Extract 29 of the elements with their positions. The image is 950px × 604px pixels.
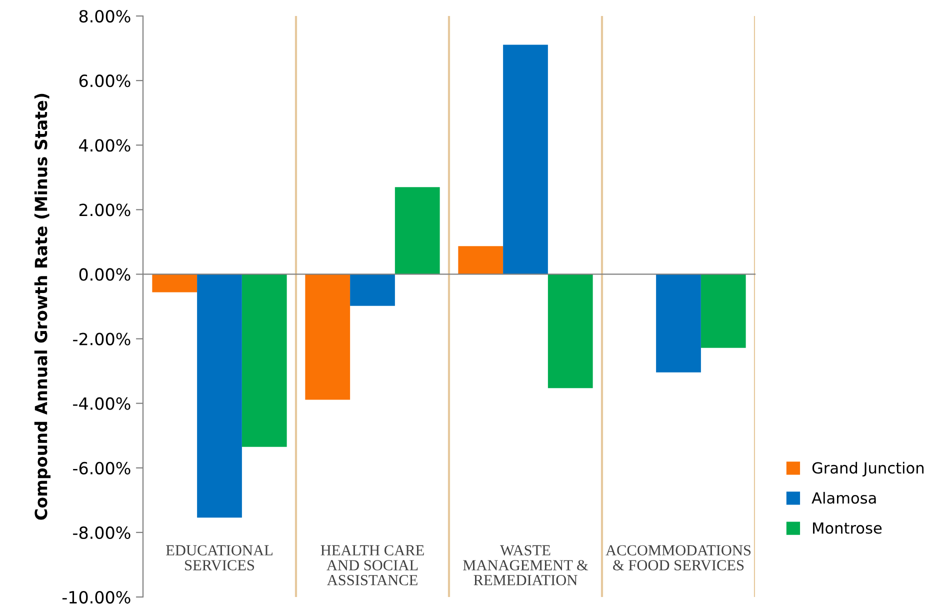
bar bbox=[548, 274, 593, 388]
bar bbox=[305, 274, 350, 400]
x-tick-label: HEALTH CARE AND SOCIAL ASSISTANCE bbox=[320, 545, 424, 586]
x-tick-label: ACCOMMODATIONS & FOOD SERVICES bbox=[606, 545, 751, 570]
x-tick-label: WASTE MANAGEMENT & REMEDIATION bbox=[463, 545, 588, 586]
bar bbox=[394, 187, 440, 274]
legend-label: Alamosa bbox=[812, 492, 876, 504]
bar bbox=[350, 274, 395, 306]
y-tick-label: 2.00% bbox=[79, 204, 130, 216]
legend-label: Montrose bbox=[813, 522, 882, 534]
bar bbox=[458, 246, 504, 274]
bar bbox=[197, 274, 242, 518]
y-tick-label: -8.00% bbox=[73, 526, 130, 540]
y-tick-label: 4.00% bbox=[79, 139, 130, 152]
y-tick-label: -6.00% bbox=[73, 462, 130, 474]
legend-label: Grand Junction bbox=[812, 462, 924, 477]
y-tick-label: -2.00% bbox=[73, 332, 130, 346]
bar bbox=[656, 274, 701, 372]
x-tick-label: EDUCATIONAL SERVICES bbox=[166, 545, 272, 570]
y-tick-label: -4.00% bbox=[73, 397, 130, 410]
y-tick-label: 8.00% bbox=[79, 10, 130, 23]
y-tick-label: 6.00% bbox=[79, 74, 130, 88]
y-tick-label: -10.00% bbox=[62, 590, 130, 604]
y-tick-label: 0.00% bbox=[79, 268, 130, 281]
bar bbox=[152, 274, 198, 292]
bar bbox=[503, 44, 548, 274]
bar bbox=[700, 274, 746, 348]
y-axis-title: Compound Annual Growth Rate (Minus State) bbox=[34, 94, 51, 520]
bar bbox=[242, 274, 287, 447]
